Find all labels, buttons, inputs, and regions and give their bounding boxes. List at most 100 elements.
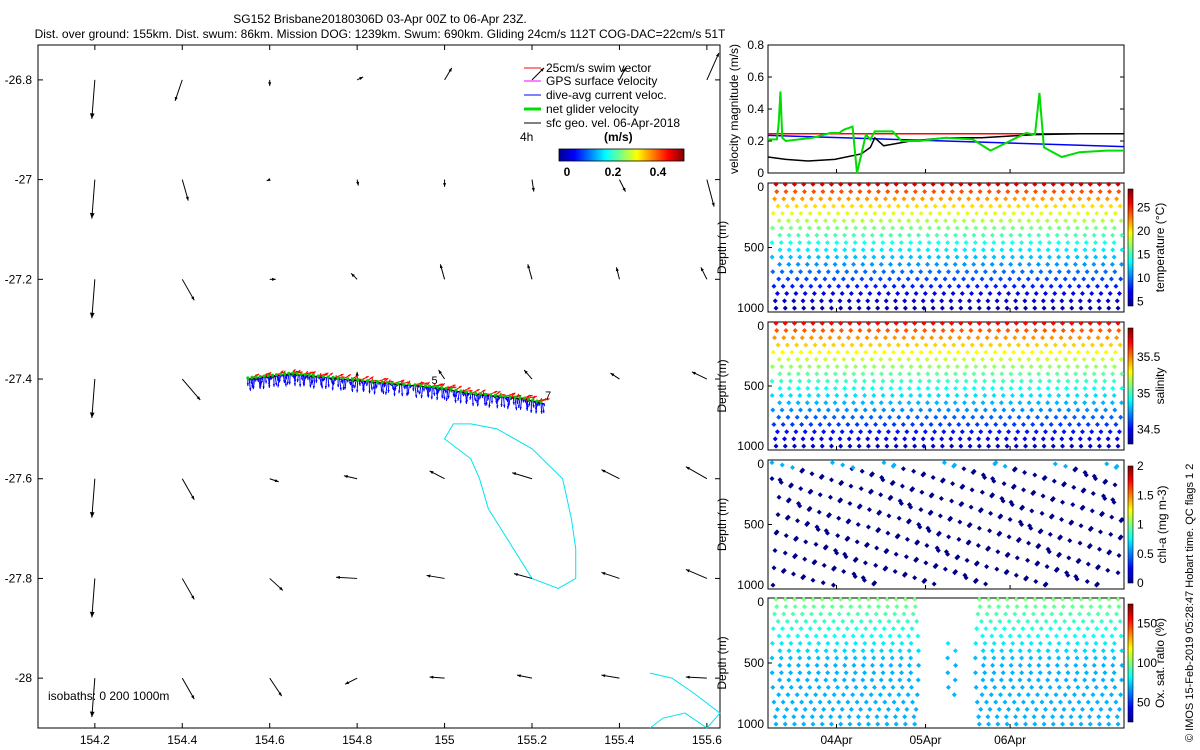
- section-sample-marker: [949, 498, 955, 504]
- section-sample-marker: [987, 528, 993, 534]
- dac-vector-head: [461, 393, 465, 397]
- swim-vector-head: [265, 373, 269, 376]
- section-sample-marker: [921, 443, 927, 449]
- section-sample-marker: [783, 604, 789, 610]
- section-sample-marker: [996, 328, 1002, 334]
- section-sample-marker: [1115, 181, 1121, 187]
- section-sample-marker: [842, 247, 848, 253]
- section-sample-marker: [840, 276, 846, 282]
- isobath-1000m-0: [443, 423, 577, 589]
- section-sample-marker: [1080, 504, 1086, 510]
- section-sample-marker: [961, 414, 967, 420]
- section-sample-marker: [1013, 596, 1019, 602]
- section-sample-marker: [771, 283, 777, 289]
- section-sample-marker: [902, 298, 908, 304]
- section-sample-marker: [834, 550, 840, 556]
- section-sample-marker: [807, 269, 813, 275]
- dac-vector: [381, 383, 385, 395]
- geo-vector-head: [266, 177, 271, 181]
- section-sample-marker: [1076, 421, 1082, 427]
- section-sample-marker: [955, 349, 961, 355]
- section-sample-marker: [899, 393, 905, 399]
- dac-vector-head: [309, 384, 312, 388]
- section-sample-marker: [930, 320, 936, 326]
- section-sample-marker: [1079, 291, 1085, 297]
- section-sample-marker: [1066, 555, 1072, 561]
- section-sample-marker: [1068, 436, 1074, 442]
- section-sample-marker: [861, 378, 867, 384]
- section-sample-marker: [961, 400, 967, 406]
- section-sample-marker: [953, 385, 959, 391]
- net-velocity-marker: [498, 394, 502, 398]
- section-sample-marker: [819, 596, 825, 602]
- section-sample-marker: [986, 443, 992, 449]
- section-sample-marker: [1046, 655, 1052, 661]
- geo-vector: [89, 378, 96, 419]
- section-sample-marker: [1023, 320, 1029, 326]
- section-sample-marker: [1048, 421, 1054, 427]
- section-sample-marker: [905, 414, 911, 420]
- section-sample-marker: [997, 530, 1003, 536]
- section-sample-marker: [1111, 393, 1117, 399]
- dac-vector-head: [424, 386, 427, 390]
- section-sample-marker: [848, 291, 854, 297]
- map-colorbar: [558, 148, 685, 162]
- section-sample-marker: [873, 421, 879, 427]
- section-sample-marker: [898, 500, 904, 506]
- section-sample-marker: [982, 640, 988, 646]
- section-sample-marker: [1038, 626, 1044, 632]
- section-sample-marker: [788, 378, 794, 384]
- section-sample-marker: [1028, 393, 1034, 399]
- section-sample-marker: [885, 291, 891, 297]
- section-sample-marker: [1010, 640, 1016, 646]
- section-sample-marker: [881, 349, 887, 355]
- dac-vector: [322, 377, 326, 382]
- section-sample-marker: [1036, 371, 1042, 377]
- section-sample-marker: [788, 225, 794, 231]
- section-sample-marker: [1009, 655, 1015, 661]
- section-sample-marker: [794, 692, 800, 698]
- section-sample-marker: [880, 477, 886, 483]
- section-sample-marker: [1019, 522, 1025, 527]
- section-sample-marker: [810, 721, 816, 727]
- section-sample-marker: [1106, 320, 1112, 326]
- section-sample-marker: [817, 283, 823, 289]
- section-sample-marker: [1040, 298, 1046, 304]
- section-sample-marker: [912, 328, 918, 334]
- section-sample-marker: [797, 225, 803, 231]
- swim-vector: [536, 398, 550, 403]
- section-sample-marker: [1100, 677, 1106, 683]
- section-sample-marker: [995, 181, 1001, 187]
- section-sample-marker: [864, 611, 870, 617]
- section-sample-marker: [774, 291, 780, 297]
- dac-vector-head: [250, 381, 253, 385]
- section-sample-marker: [888, 662, 894, 668]
- section-sample-marker: [774, 706, 780, 712]
- section-sample-marker: [882, 196, 888, 202]
- section-sample-marker: [1093, 407, 1099, 413]
- section-sample-marker: [860, 385, 866, 391]
- section-sample-marker: [1056, 378, 1062, 384]
- section-sample-marker: [1118, 218, 1124, 224]
- section-sample-marker: [824, 378, 830, 384]
- dac-vector-head: [476, 403, 480, 407]
- dac-vector: [538, 402, 541, 407]
- section-sample-marker: [890, 684, 896, 690]
- section-sample-marker: [823, 648, 829, 654]
- dac-vector-head: [382, 391, 385, 395]
- section-sample-marker: [837, 298, 843, 304]
- section-sample-marker: [972, 240, 978, 246]
- section-sample-marker: [973, 407, 979, 413]
- section-colorbar-label: salinity: [1153, 368, 1167, 405]
- section-sample-marker: [773, 305, 779, 311]
- dac-vector-head: [312, 385, 316, 389]
- section-sample-marker: [989, 371, 995, 377]
- section-sample-marker: [999, 247, 1005, 253]
- section-sample-marker: [852, 240, 858, 246]
- section-sample-marker: [849, 203, 855, 209]
- dac-vector-head: [284, 383, 287, 387]
- section-sample-marker: [895, 203, 901, 209]
- geo-vector: [181, 378, 201, 401]
- net-velocity-marker: [299, 372, 303, 376]
